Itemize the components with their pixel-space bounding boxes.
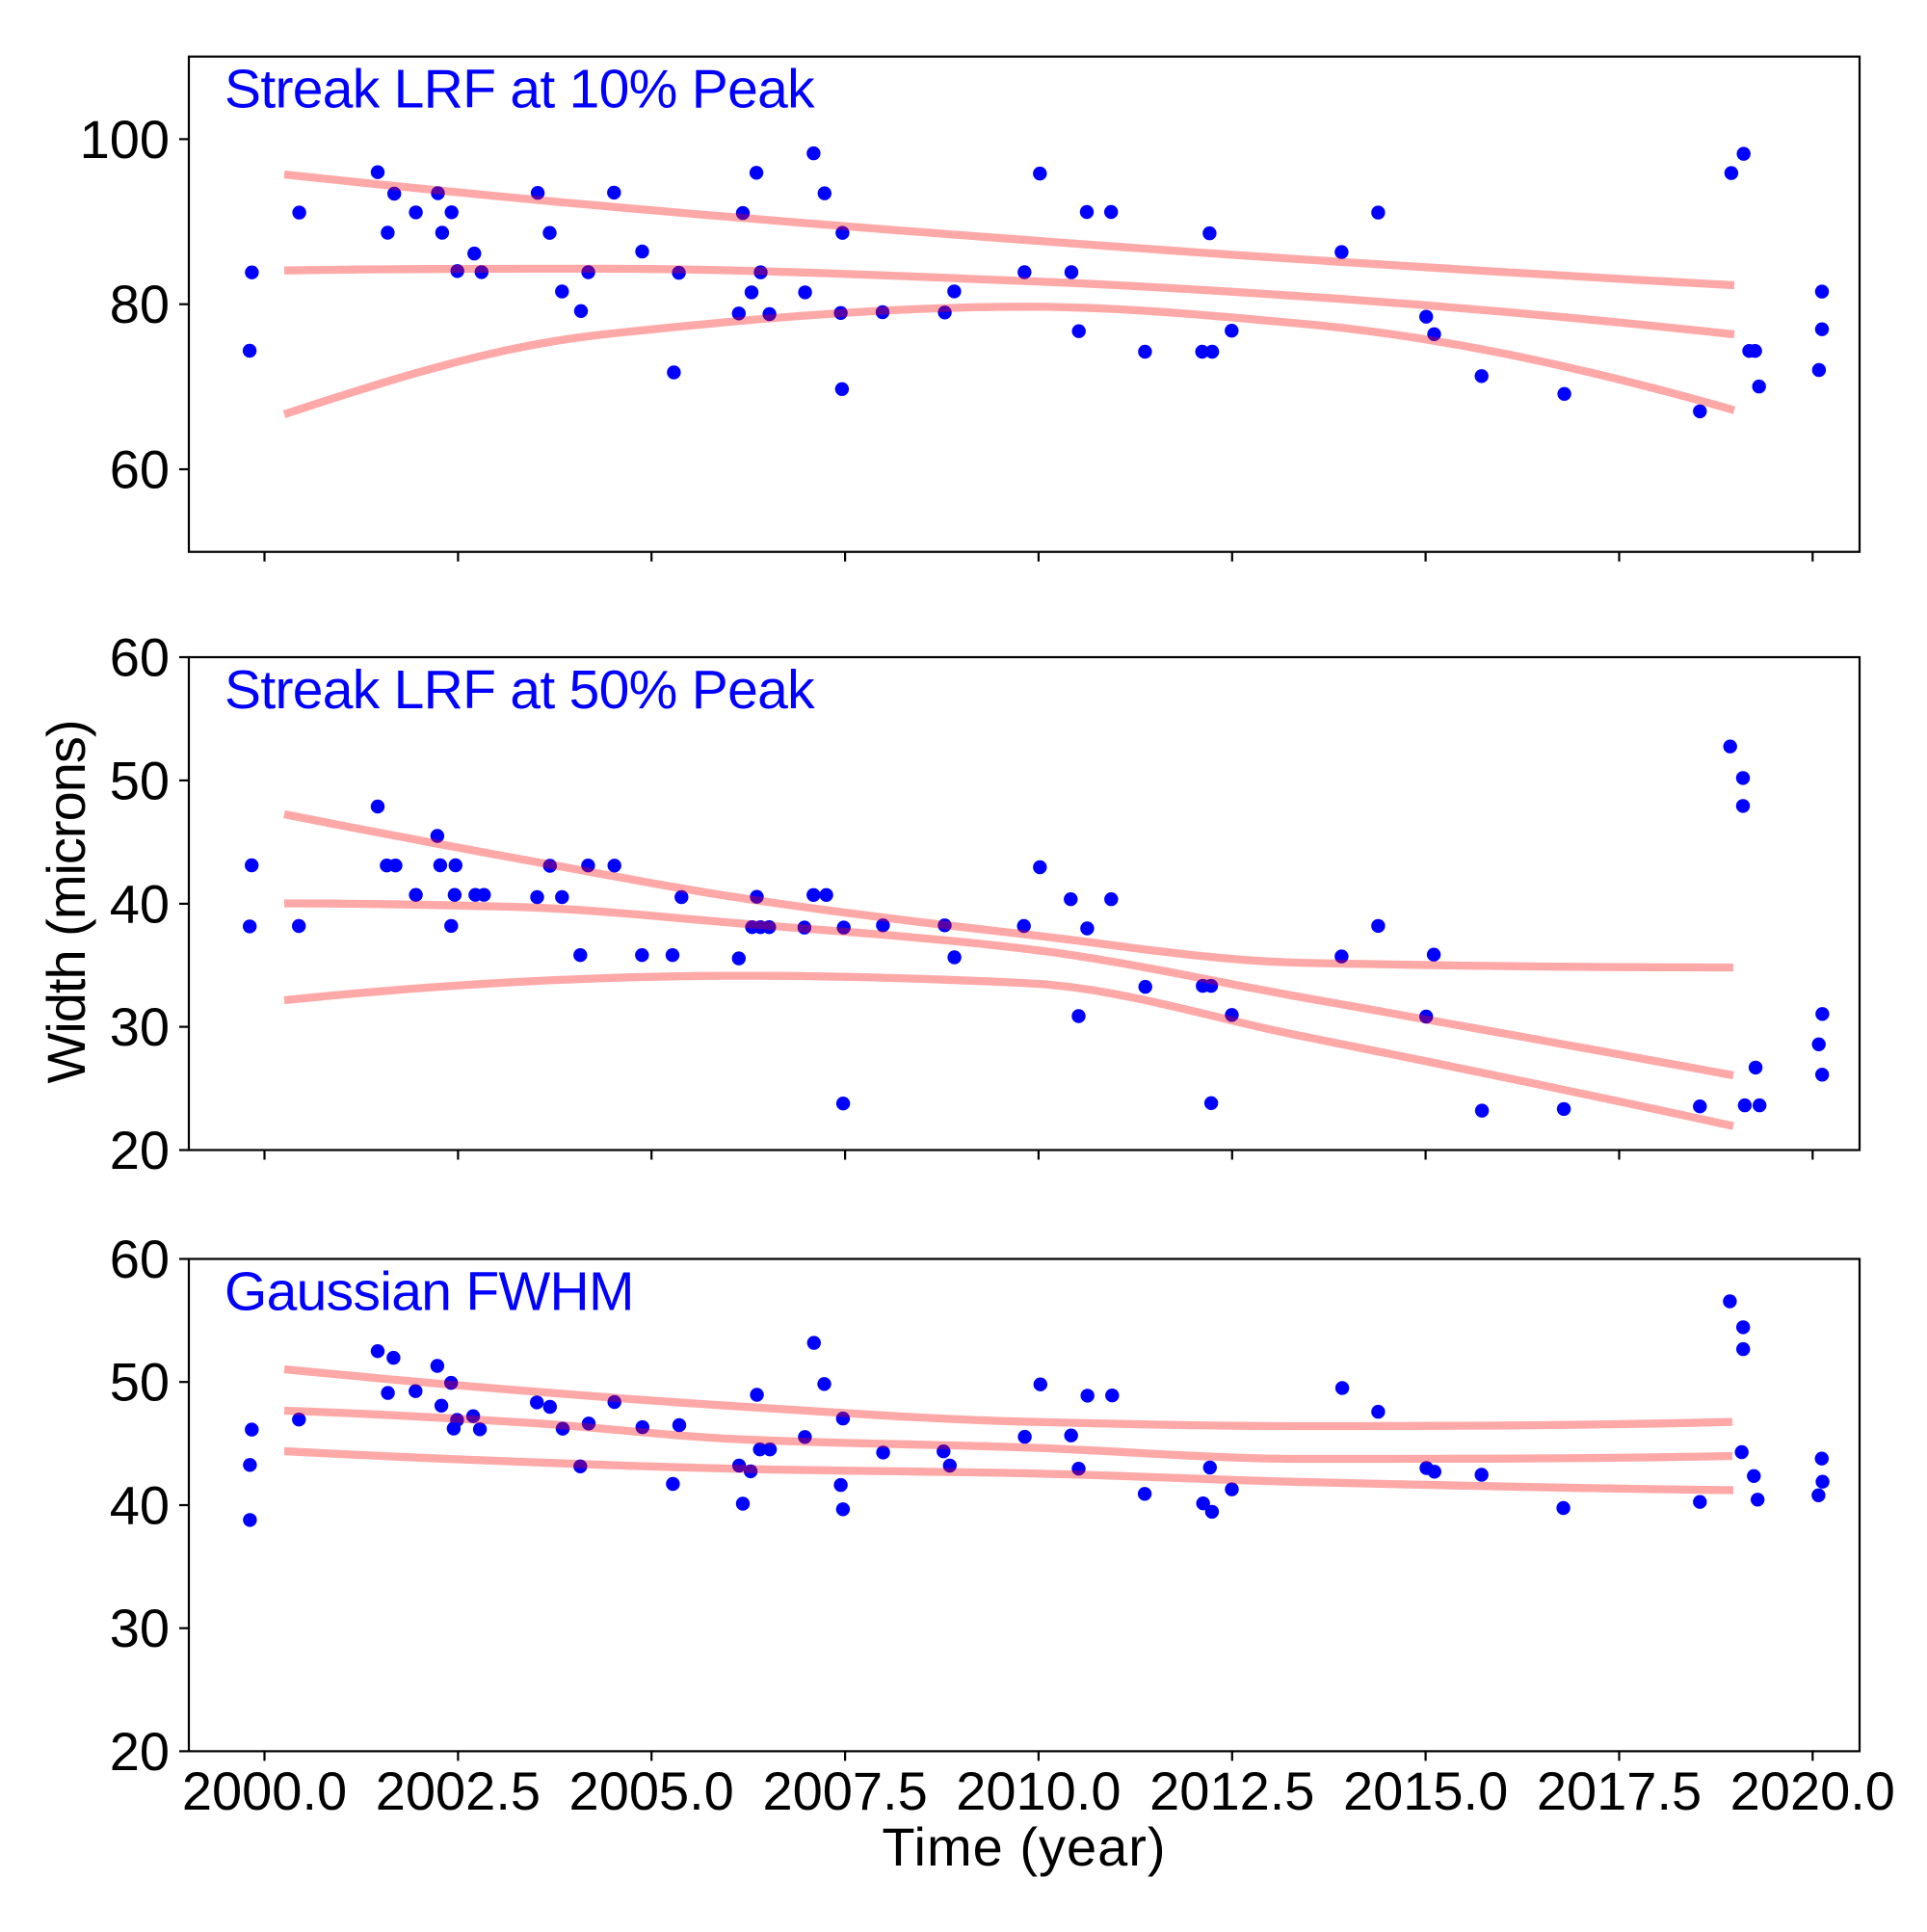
svg-text:2000.0: 2000.0: [182, 1760, 347, 1821]
svg-text:40: 40: [110, 1475, 170, 1536]
svg-text:20: 20: [110, 1120, 170, 1180]
svg-text:80: 80: [110, 274, 170, 334]
svg-text:40: 40: [110, 873, 170, 934]
svg-text:2015.0: 2015.0: [1343, 1760, 1508, 1821]
svg-text:60: 60: [110, 439, 170, 500]
svg-text:Width (microns): Width (microns): [36, 720, 96, 1083]
svg-text:60: 60: [110, 1229, 170, 1289]
svg-text:2002.5: 2002.5: [376, 1760, 541, 1821]
svg-text:2005.0: 2005.0: [569, 1760, 734, 1821]
svg-text:2017.5: 2017.5: [1537, 1760, 1702, 1821]
svg-text:2007.5: 2007.5: [762, 1760, 927, 1821]
svg-text:Streak LRF at 10% Peak: Streak LRF at 10% Peak: [224, 59, 815, 120]
svg-text:2010.0: 2010.0: [956, 1760, 1121, 1821]
svg-text:Streak LRF at 50% Peak: Streak LRF at 50% Peak: [224, 659, 815, 721]
svg-text:2012.5: 2012.5: [1149, 1760, 1314, 1821]
svg-text:Gaussian FWHM: Gaussian FWHM: [224, 1260, 634, 1322]
svg-text:60: 60: [110, 627, 170, 688]
svg-text:50: 50: [110, 750, 170, 810]
svg-text:30: 30: [110, 996, 170, 1057]
svg-text:100: 100: [80, 109, 170, 170]
svg-text:20: 20: [110, 1721, 170, 1782]
svg-text:30: 30: [110, 1598, 170, 1658]
svg-text:2020.0: 2020.0: [1730, 1760, 1895, 1821]
svg-text:50: 50: [110, 1352, 170, 1413]
svg-text:Time (year): Time (year): [882, 1816, 1166, 1877]
